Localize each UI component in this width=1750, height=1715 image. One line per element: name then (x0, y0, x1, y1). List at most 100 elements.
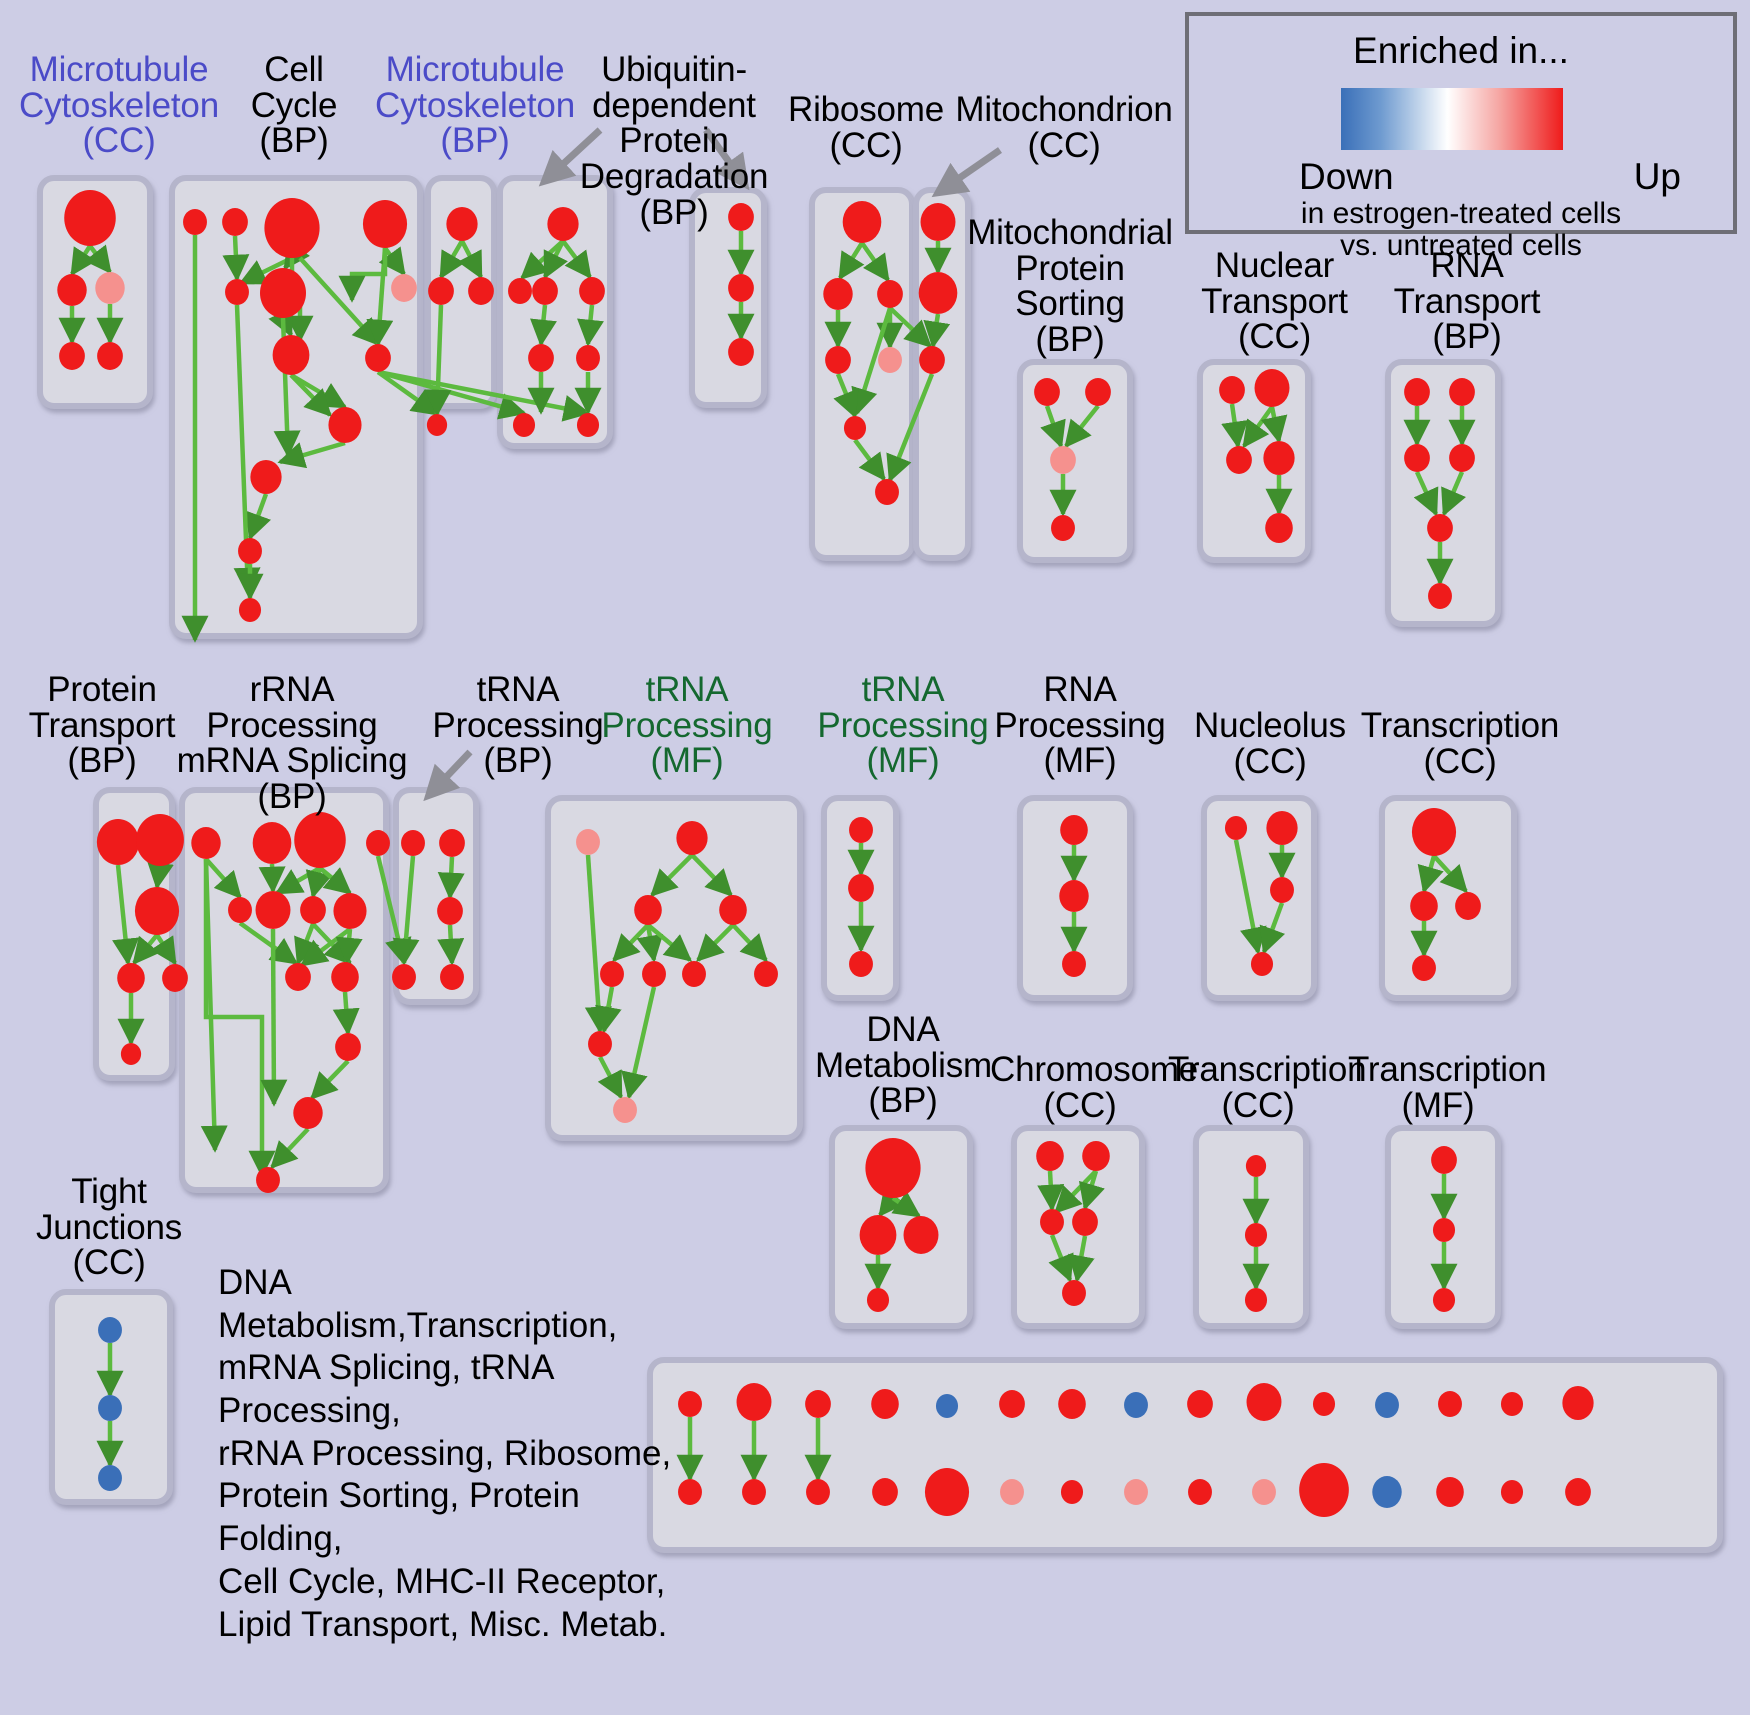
network-node[interactable] (437, 897, 463, 925)
network-node[interactable] (57, 274, 87, 306)
network-node[interactable] (1051, 515, 1075, 541)
network-node[interactable] (98, 1465, 122, 1491)
network-node[interactable] (256, 1167, 280, 1193)
network-node[interactable] (1224, 816, 1248, 840)
network-node[interactable] (428, 277, 454, 305)
network-node[interactable] (426, 414, 448, 436)
network-node[interactable] (742, 1479, 766, 1505)
network-node[interactable] (1449, 444, 1475, 472)
network-node[interactable] (1299, 1463, 1349, 1517)
network-node[interactable] (1246, 1383, 1282, 1421)
network-node[interactable] (1034, 378, 1060, 406)
network-node[interactable] (1085, 378, 1111, 406)
network-node[interactable] (1565, 1478, 1591, 1506)
network-node[interactable] (528, 344, 554, 372)
network-node[interactable] (1263, 441, 1295, 475)
network-node[interactable] (1412, 955, 1436, 981)
network-node[interactable] (1372, 1476, 1402, 1508)
network-node[interactable] (576, 829, 600, 855)
network-node[interactable] (183, 209, 207, 235)
network-node[interactable] (335, 1033, 361, 1061)
network-node[interactable] (228, 897, 252, 923)
network-node[interactable] (1265, 513, 1293, 543)
network-node[interactable] (293, 1097, 323, 1129)
network-node[interactable] (1410, 891, 1438, 921)
network-node[interactable] (365, 344, 391, 372)
network-node[interactable] (191, 827, 221, 859)
network-node[interactable] (754, 961, 778, 987)
network-node[interactable] (1436, 1477, 1464, 1507)
network-node[interactable] (728, 274, 754, 302)
network-node[interactable] (920, 203, 956, 241)
network-node[interactable] (1062, 951, 1086, 977)
network-node[interactable] (871, 1389, 899, 1419)
network-node[interactable] (468, 277, 494, 305)
network-node[interactable] (843, 416, 867, 440)
network-node[interactable] (806, 1479, 830, 1505)
network-node[interactable] (935, 1394, 959, 1418)
network-node[interactable] (1500, 1480, 1524, 1504)
network-node[interactable] (1252, 1479, 1276, 1505)
network-node[interactable] (849, 951, 873, 977)
network-node[interactable] (446, 207, 478, 241)
network-node[interactable] (95, 272, 125, 304)
network-node[interactable] (512, 413, 536, 437)
network-node[interactable] (260, 268, 306, 318)
network-node[interactable] (1082, 1141, 1110, 1171)
network-node[interactable] (999, 1390, 1025, 1418)
network-node[interactable] (238, 598, 262, 622)
network-node[interactable] (576, 413, 600, 437)
network-node[interactable] (579, 277, 605, 305)
network-node[interactable] (1500, 1392, 1524, 1416)
network-node[interactable] (1562, 1386, 1594, 1420)
network-node[interactable] (877, 280, 903, 308)
network-node[interactable] (642, 961, 666, 987)
network-node[interactable] (1124, 1392, 1148, 1418)
network-node[interactable] (300, 896, 326, 924)
network-node[interactable] (1036, 1141, 1064, 1171)
network-node[interactable] (872, 1478, 898, 1506)
network-node[interactable] (250, 460, 282, 494)
network-node[interactable] (136, 814, 184, 866)
network-node[interactable] (918, 272, 958, 314)
network-node[interactable] (264, 198, 320, 258)
network-node[interactable] (96, 819, 140, 865)
network-node[interactable] (1060, 1480, 1084, 1504)
network-node[interactable] (576, 345, 600, 371)
network-node[interactable] (222, 208, 248, 236)
network-node[interactable] (588, 1031, 612, 1057)
network-node[interactable] (1449, 378, 1475, 406)
network-node[interactable] (401, 830, 425, 856)
network-node[interactable] (362, 200, 408, 248)
network-node[interactable] (1072, 1208, 1098, 1236)
network-node[interactable] (859, 1215, 897, 1255)
network-node[interactable] (613, 1097, 637, 1123)
network-node[interactable] (866, 1288, 890, 1312)
network-node[interactable] (1058, 1389, 1086, 1419)
network-node[interactable] (1266, 811, 1298, 845)
network-node[interactable] (117, 963, 145, 993)
network-node[interactable] (1244, 1223, 1268, 1247)
network-node[interactable] (719, 895, 747, 925)
network-node[interactable] (728, 203, 754, 231)
network-node[interactable] (842, 201, 882, 243)
network-node[interactable] (120, 1043, 142, 1065)
network-node[interactable] (600, 961, 624, 987)
network-node[interactable] (678, 1479, 702, 1505)
network-node[interactable] (1254, 369, 1290, 407)
network-node[interactable] (59, 342, 85, 370)
network-node[interactable] (134, 887, 180, 935)
network-node[interactable] (1245, 1155, 1267, 1177)
network-node[interactable] (875, 479, 899, 505)
network-node[interactable] (64, 190, 116, 246)
network-node[interactable] (1431, 1146, 1457, 1174)
network-node[interactable] (547, 207, 579, 241)
network-node[interactable] (919, 346, 945, 374)
network-node[interactable] (1226, 446, 1252, 474)
network-node[interactable] (634, 895, 662, 925)
network-node[interactable] (333, 893, 367, 929)
network-node[interactable] (1404, 378, 1430, 406)
network-node[interactable] (252, 822, 292, 864)
network-node[interactable] (1124, 1479, 1148, 1505)
network-node[interactable] (439, 829, 465, 857)
